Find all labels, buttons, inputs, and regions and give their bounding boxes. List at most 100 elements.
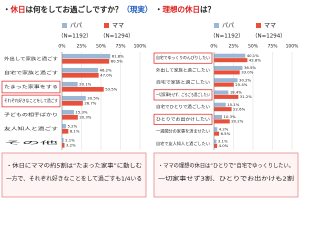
title-part: は何をしてお過ごしですか？ [26,4,123,14]
bar [214,139,217,144]
bar [62,143,65,148]
value-label: 60.5% [111,59,123,64]
title-part: ・ [3,5,11,14]
legend-n: （N=1192） [58,33,92,40]
bar [62,73,99,78]
y-tick-label: 自宅でゆっくりのんびりしたい [156,54,210,61]
y-tick-label: 自宅で友人知人と過ごしたい [156,140,210,147]
x-tick-label: 0% [58,44,66,50]
category-highlight [1,94,61,108]
y-tick-label: それぞれ好きなことをして過ごす [4,97,58,104]
bar [214,78,238,83]
bar [214,65,243,71]
title-part: 理想の休日 [163,4,201,14]
legend-n: （N=1294） [252,33,286,40]
value-label: 3.2% [66,143,76,148]
y-tick-label: 一切家事をせず、ごろごろ過ごしたい [156,91,210,98]
bar [62,101,83,106]
bar [62,109,74,115]
y-tick-label: 外出して家族と過ごす [4,55,58,62]
value-label: 46.2% [100,67,112,72]
category-highlight [153,113,213,125]
legend-label: ママ [264,23,276,30]
x-tick-label: 75% [267,44,278,50]
value-label: 47.0% [100,73,112,78]
legend-swatch [256,23,261,28]
y-tick-label: たまった家事をする [4,83,58,90]
x-tick-label: 25% [228,44,239,50]
bar [62,53,111,59]
value-label: 26.7% [84,101,96,106]
bar [214,53,246,58]
value-label: 3.1% [218,139,228,144]
value-label: 6.5% [221,131,231,136]
bar [214,131,220,136]
chart-title: ・休日は何をしてお過ごしですか？（現実） [3,4,152,14]
y-tick-label: ひとりでお出かけしたい [156,115,210,122]
value-label: 25.4% [235,82,247,87]
title-part: ・ [155,5,163,14]
y-tick-label: 友人知人と過ごす [4,125,58,132]
bar [62,67,99,73]
bar [214,127,218,132]
bar [62,137,64,143]
legend-label: パパ [70,23,82,30]
note-text: 一切家事せず3割、ひとりでお出かけも2割 [158,175,295,183]
note-box [153,152,299,198]
y-tick-label: 自宅で家族と過ごす [4,69,58,76]
bar [214,90,229,95]
bar [62,115,78,120]
y-tick-label: 自宅でひとりで過ごしたい [156,103,210,110]
value-label: 18.4% [230,90,242,95]
note-text: 一方で、それぞれ好きなことをして過ごすも1/4いる [6,175,142,183]
bar [214,143,218,148]
category-highlight [153,52,213,64]
x-tick-label: 50% [248,44,259,50]
category-highlight [153,89,213,101]
value-label: 8.1% [70,129,80,134]
value-label: 30.5% [87,95,99,100]
bar [214,114,223,120]
page: ・休日は何をしてお過ごしですか？（現実） パパ （N=1192） ママ （N=1294）… [1,4,300,198]
value-label: 53.5% [105,87,117,92]
note-text: ・ママの理想の休日は“ひとりで”自宅でゆっくりしたい。 [158,162,294,170]
value-label: 4.0% [219,143,229,148]
y-tick-label: 自宅で家族と過ごしたい [156,79,210,86]
bar [214,70,240,75]
title-part: は？ [200,5,215,14]
y-tick-label: 一週間分の家事を済ませたい [156,128,210,135]
value-label: 40.1% [247,53,259,58]
value-label: 15.3% [75,109,87,114]
legend-label: ママ [112,23,124,30]
bar [62,95,86,101]
bar [62,81,78,87]
y-tick-label: その他 [4,139,61,146]
value-label: 61.8% [112,53,124,58]
chart-title: ・理想の休日は？ [155,4,215,14]
category-highlight [1,80,61,94]
x-tick-label: 50% [96,44,107,50]
bar [214,119,230,124]
bar [62,123,67,129]
value-label: 30.2% [239,77,251,82]
value-label: 31.2% [240,94,252,99]
bar [62,129,69,134]
x-tick-label: 75% [115,44,126,50]
legend-swatch [62,23,67,28]
note-box [1,152,147,198]
x-tick-label: 25% [76,44,87,50]
bar [214,107,232,112]
bar [62,87,104,92]
legend-swatch [104,23,109,28]
legend-n: （N=1192） [210,33,244,40]
value-label: 4.2% [219,126,229,131]
value-label: 15.1% [227,102,239,107]
value-label: 10.3% [224,114,236,119]
bar [62,59,110,64]
x-tick-label: 0% [210,44,218,50]
bar [214,102,226,107]
y-tick-label: 子どもの相手ばかり [4,111,58,118]
bar [214,82,234,87]
note-text: ・休日にママの約5割は“たまった家事”に勤しむ [6,162,142,170]
bar [214,58,248,63]
